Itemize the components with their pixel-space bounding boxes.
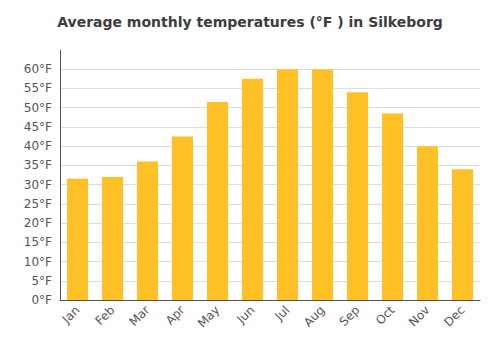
svg-text:Mar: Mar — [127, 303, 153, 329]
svg-text:Sep: Sep — [337, 303, 363, 329]
svg-text:55°F: 55°F — [24, 81, 52, 95]
svg-text:25°F: 25°F — [24, 197, 52, 211]
svg-text:40°F: 40°F — [24, 139, 52, 153]
svg-text:Jul: Jul — [272, 303, 293, 324]
svg-text:Apr: Apr — [163, 303, 188, 328]
svg-text:Aug: Aug — [301, 303, 327, 329]
svg-text:30°F: 30°F — [24, 178, 52, 192]
svg-text:50°F: 50°F — [24, 101, 52, 115]
svg-text:Jun: Jun — [234, 303, 258, 327]
svg-text:5°F: 5°F — [31, 274, 52, 288]
svg-text:Feb: Feb — [93, 303, 118, 328]
svg-text:60°F: 60°F — [24, 62, 52, 76]
svg-text:Dec: Dec — [441, 303, 467, 329]
svg-text:15°F: 15°F — [24, 235, 52, 249]
svg-text:May: May — [195, 303, 222, 330]
svg-text:45°F: 45°F — [24, 120, 52, 134]
svg-text:35°F: 35°F — [24, 158, 52, 172]
svg-text:10°F: 10°F — [24, 255, 52, 269]
svg-text:Jan: Jan — [59, 303, 83, 327]
svg-text:Nov: Nov — [406, 303, 432, 329]
svg-text:Oct: Oct — [373, 303, 398, 328]
svg-text:Average monthly temperatures (: Average monthly temperatures (°F ) in Si… — [57, 14, 443, 30]
svg-text:20°F: 20°F — [24, 216, 52, 230]
svg-text:0°F: 0°F — [31, 293, 52, 307]
